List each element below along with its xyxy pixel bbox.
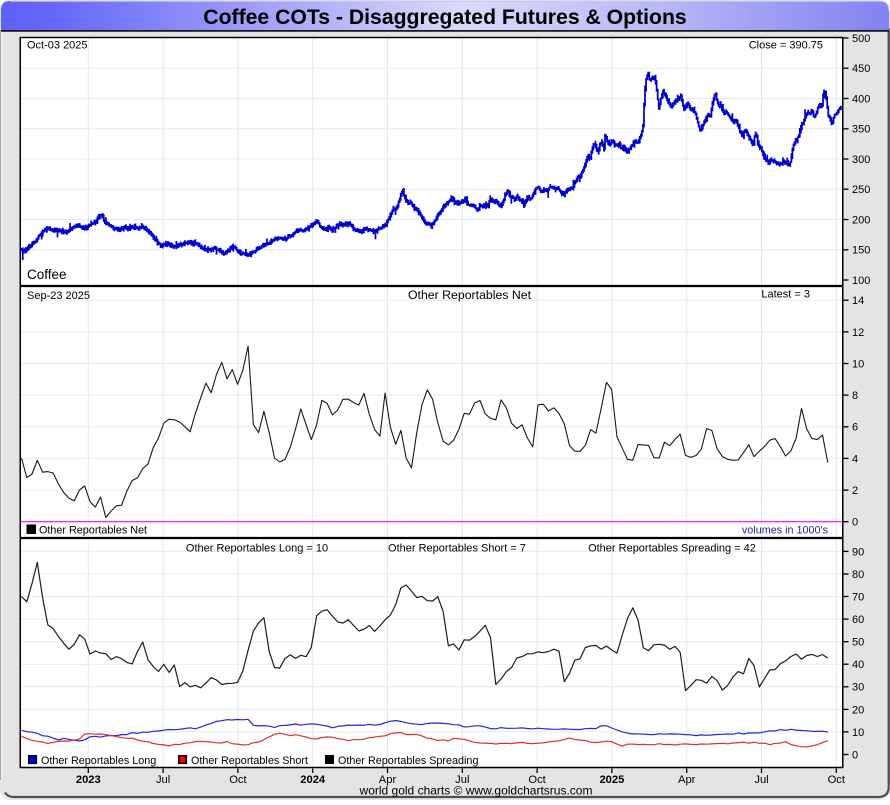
svg-text:Jul: Jul <box>754 774 768 786</box>
svg-text:Latest = 3: Latest = 3 <box>761 289 810 301</box>
svg-text:12: 12 <box>852 327 864 339</box>
svg-text:Oct: Oct <box>229 774 247 786</box>
svg-text:Close = 390.75: Close = 390.75 <box>749 40 823 52</box>
svg-text:100: 100 <box>852 275 870 287</box>
svg-text:8: 8 <box>852 390 858 402</box>
svg-text:2023: 2023 <box>76 774 101 786</box>
svg-text:70: 70 <box>852 591 864 603</box>
svg-text:2025: 2025 <box>599 774 624 786</box>
svg-text:Coffee: Coffee <box>27 267 67 282</box>
svg-text:Oct-03 2025: Oct-03 2025 <box>27 40 88 52</box>
svg-text:200: 200 <box>852 214 870 226</box>
svg-text:50: 50 <box>852 637 864 649</box>
svg-text:300: 300 <box>852 154 870 166</box>
svg-text:20: 20 <box>852 704 864 716</box>
svg-text:Other Reportables Short = 7: Other Reportables Short = 7 <box>388 543 526 555</box>
svg-text:2024: 2024 <box>300 774 326 786</box>
svg-text:60: 60 <box>852 614 864 626</box>
svg-text:Sep-23 2025: Sep-23 2025 <box>27 290 90 302</box>
svg-text:80: 80 <box>852 569 864 581</box>
svg-text:Apr: Apr <box>678 774 696 786</box>
svg-text:Jul: Jul <box>156 774 170 786</box>
svg-text:Other Reportables Spreading: Other Reportables Spreading <box>338 755 478 767</box>
svg-text:2: 2 <box>852 485 858 497</box>
svg-text:4: 4 <box>852 453 858 465</box>
svg-text:400: 400 <box>852 93 870 105</box>
svg-text:500: 500 <box>852 33 870 45</box>
svg-text:world gold charts © www.goldch: world gold charts © www.goldchartsrus.co… <box>359 784 593 798</box>
svg-text:Jul: Jul <box>455 774 469 786</box>
svg-text:10: 10 <box>852 358 864 370</box>
svg-text:Other Reportables Spreading =: Other Reportables Spreading = 42 <box>588 543 756 555</box>
svg-text:Other Reportables Net: Other Reportables Net <box>39 525 147 537</box>
svg-text:Other Reportables Long: Other Reportables Long <box>41 755 156 767</box>
svg-text:0: 0 <box>852 517 858 529</box>
svg-text:Other Reportables Net: Other Reportables Net <box>408 288 532 302</box>
svg-text:Coffee COTs - Disaggregated Fu: Coffee COTs - Disaggregated Futures & Op… <box>203 6 686 29</box>
svg-text:10: 10 <box>852 727 864 739</box>
svg-text:6: 6 <box>852 422 858 434</box>
svg-text:Apr: Apr <box>379 774 397 786</box>
svg-text:40: 40 <box>852 659 864 671</box>
svg-text:volumes in 1000's: volumes in 1000's <box>742 525 829 537</box>
svg-text:0: 0 <box>852 749 858 761</box>
svg-text:Other Reportables Long = 10: Other Reportables Long = 10 <box>186 543 328 555</box>
svg-text:450: 450 <box>852 63 870 75</box>
svg-text:250: 250 <box>852 184 870 196</box>
svg-text:150: 150 <box>852 245 870 257</box>
svg-text:30: 30 <box>852 682 864 694</box>
svg-text:Oct: Oct <box>528 774 546 786</box>
svg-text:Oct: Oct <box>828 774 846 786</box>
svg-text:Other Reportables Short: Other Reportables Short <box>191 755 308 767</box>
svg-text:90: 90 <box>852 546 864 558</box>
svg-text:350: 350 <box>852 124 870 136</box>
svg-text:14: 14 <box>852 295 864 307</box>
